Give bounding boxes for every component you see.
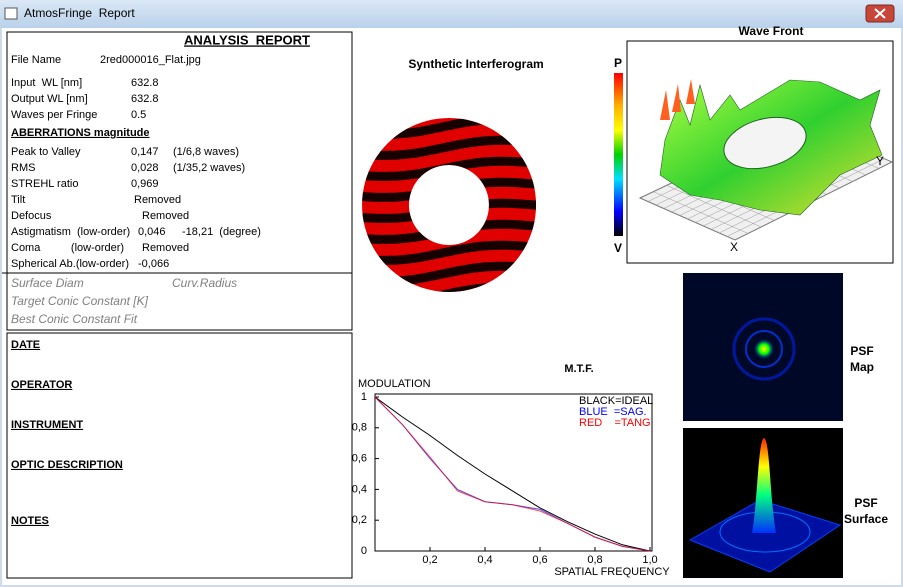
aberration-value: Removed — [142, 242, 189, 254]
field-label: File Name — [11, 54, 61, 66]
report-box — [6, 31, 353, 331]
notes-heading: INSTRUMENT — [11, 419, 83, 431]
psf-base — [688, 499, 842, 573]
x-tick-label: 0,2 — [422, 554, 437, 566]
x-tick-label: 1,0 — [642, 554, 657, 566]
aberration-value: 0,028 — [131, 162, 159, 174]
mtf-title: M.T.F. — [564, 363, 593, 375]
legend-entry: BLACK=IDEAL — [579, 395, 653, 407]
x-axis-name: X — [730, 240, 738, 254]
y-tick-label: 0 — [361, 545, 367, 557]
aberration-label: Tilt — [11, 194, 25, 206]
app-icon — [4, 7, 18, 20]
aberration-value: (1/35,2 waves) — [173, 162, 245, 174]
y-tick-label: 0,2 — [352, 514, 367, 526]
x-tick-label: 0,6 — [532, 554, 547, 566]
fringe-band — [362, 240, 537, 265]
field-label: Output WL [nm] — [11, 93, 88, 105]
x-tick-label: 0,8 — [587, 554, 602, 566]
wavefront-hole — [723, 116, 807, 170]
psf-ring — [745, 330, 783, 368]
aberration-label: Astigmatism (low-order) — [11, 226, 130, 238]
notes-heading: NOTES — [11, 515, 49, 527]
window-title: AtmosFringe Report — [24, 6, 135, 20]
aberration-value: -18,21 (degree) — [182, 226, 261, 238]
surface-field: Surface Diam — [11, 276, 84, 290]
plot-area — [374, 393, 653, 552]
field-label: Input WL [nm] — [11, 77, 82, 89]
field-value: 0.5 — [131, 109, 146, 121]
psf-peak — [752, 438, 776, 533]
aberration-label: STREHL ratio — [11, 178, 78, 190]
psf-core — [754, 339, 774, 359]
notes-heading: DATE — [11, 339, 40, 351]
notes-heading: OPTIC DESCRIPTION — [11, 459, 123, 471]
interferogram-title: Synthetic Interferogram — [408, 57, 543, 71]
notes-heading: OPERATOR — [11, 379, 72, 391]
title-bar — [0, 0, 903, 28]
wavefront-surface — [638, 79, 894, 241]
mtf-x-label: SPATIAL FREQUENCY — [554, 566, 670, 578]
aberration-value: (1/6,8 waves) — [173, 146, 239, 158]
psf-ring — [732, 317, 796, 381]
section-heading: ABERRATIONS magnitude — [11, 127, 150, 139]
surface-field: Curv.Radius — [172, 276, 237, 290]
mtf-curve — [374, 396, 651, 552]
psf-map-label: PSF — [850, 344, 873, 358]
scale-bottom: V — [614, 241, 622, 255]
field-value: 632.8 — [131, 77, 159, 89]
y-axis-name: Y — [876, 154, 884, 168]
aberration-value: -0,066 — [138, 258, 169, 270]
field-value: 632.8 — [131, 93, 159, 105]
aberration-label: Defocus — [11, 210, 52, 222]
y-tick-label: 0,4 — [352, 483, 367, 495]
scale-top: P — [614, 56, 622, 70]
legend-entry: BLUE =SAG. — [579, 406, 647, 418]
notes-box — [6, 332, 353, 579]
surface-field: Target Conic Constant [K] — [11, 294, 149, 308]
aberration-value: 0,147 — [131, 146, 159, 158]
psf-map-label: Map — [850, 360, 874, 374]
legend-entry: RED =TANG — [579, 417, 651, 429]
psf-surface-label: Surface — [844, 512, 888, 526]
mtf-y-label: MODULATION — [358, 378, 431, 390]
field-value: 2red000016_Flat.jpg — [100, 54, 201, 66]
aberration-value: Removed — [134, 194, 181, 206]
surface-field: Best Conic Constant Fit — [11, 312, 138, 326]
mtf-curve — [374, 396, 651, 552]
report-title: ANALYSIS REPORT — [184, 32, 310, 47]
aberration-value: 0,969 — [131, 178, 159, 190]
aberration-label: Spherical Ab.(low-order) — [11, 258, 129, 270]
close-icon — [874, 8, 886, 19]
wavefront-spikes — [660, 79, 695, 120]
y-tick-label: 0,6 — [352, 453, 367, 465]
aberration-label: Peak to Valley — [11, 146, 81, 158]
color-scale — [614, 73, 623, 236]
wavefront-title: Wave Front — [739, 24, 804, 38]
aberration-label: RMS — [11, 162, 35, 174]
psf-surface-label: PSF — [854, 496, 877, 510]
y-tick-label: 1 — [361, 391, 367, 403]
field-label: Waves per Fringe — [11, 109, 97, 121]
x-tick-label: 0,4 — [477, 554, 492, 566]
y-tick-label: 0,8 — [352, 422, 367, 434]
aberration-value: Removed — [142, 210, 189, 222]
aberration-value: 0,046 — [138, 226, 166, 238]
aberration-label: Coma (low-order) — [11, 242, 124, 254]
